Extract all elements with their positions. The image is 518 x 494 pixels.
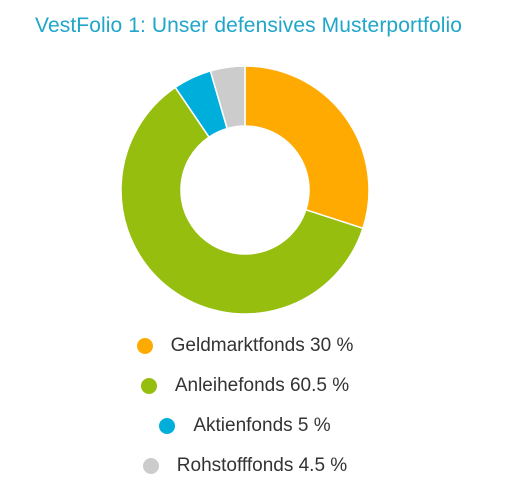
legend-item-anleihefonds[interactable]: Anleihefonds 60.5 %	[0, 366, 490, 406]
slice-geldmarktfonds[interactable]	[244, 65, 370, 230]
legend-dot-blue	[159, 418, 176, 434]
slices-group	[120, 65, 370, 315]
legend-dot-green	[140, 378, 157, 394]
legend-item-aktienfonds[interactable]: Aktienfonds 5 %	[0, 406, 490, 446]
legend-item-geldmarktfonds[interactable]: Geldmarktfonds 30 %	[0, 326, 490, 366]
legend: Geldmarktfonds 30 % Anleihefonds 60.5 % …	[0, 326, 490, 486]
legend-label: Rohstofffonds 4.5 %	[176, 455, 348, 476]
slice-anleihefonds[interactable]	[120, 86, 364, 315]
legend-dot-gray	[142, 458, 159, 474]
slice-rohstofffonds[interactable]	[209, 65, 246, 130]
legend-item-rohstofffonds[interactable]: Rohstofffonds 4.5 %	[0, 446, 490, 486]
legend-label: Aktienfonds 5 %	[193, 415, 331, 436]
legend-label: Anleihefonds 60.5 %	[174, 375, 350, 396]
legend-dot-orange	[136, 338, 153, 354]
chart-title: VestFolio 1: Unser defensives Musterport…	[35, 14, 463, 37]
legend-label: Geldmarktfonds 30 %	[170, 335, 354, 356]
